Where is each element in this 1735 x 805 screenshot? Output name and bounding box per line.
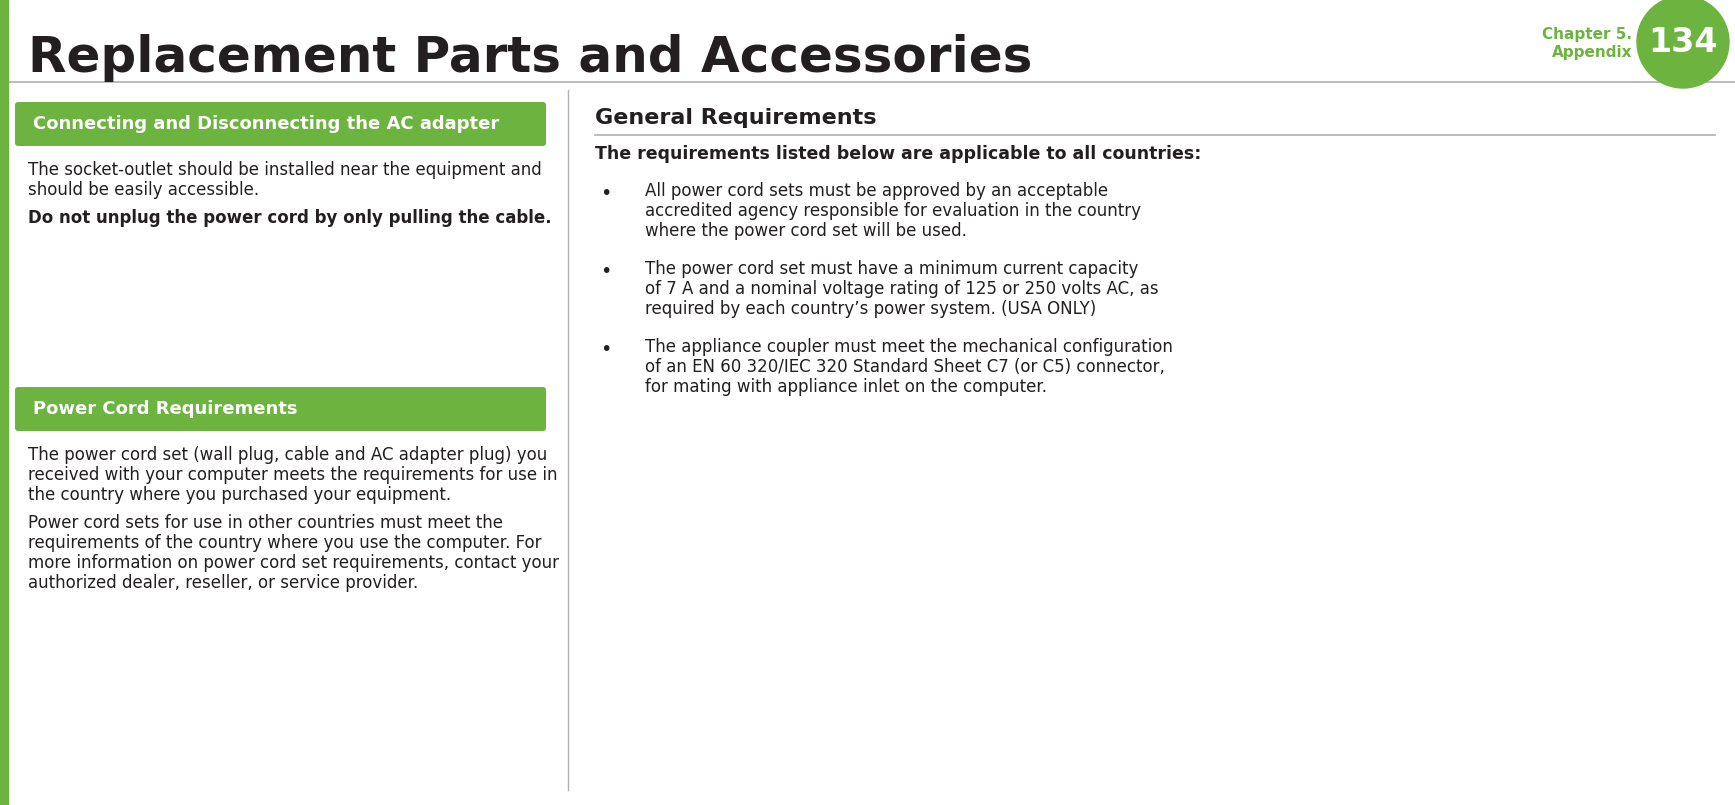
Text: Do not unplug the power cord by only pulling the cable.: Do not unplug the power cord by only pul… xyxy=(28,209,552,227)
Text: Connecting and Disconnecting the AC adapter: Connecting and Disconnecting the AC adap… xyxy=(33,115,500,133)
Text: The appliance coupler must meet the mechanical configuration: The appliance coupler must meet the mech… xyxy=(645,338,1173,356)
Text: The power cord set (wall plug, cable and AC adapter plug) you: The power cord set (wall plug, cable and… xyxy=(28,446,547,464)
FancyBboxPatch shape xyxy=(16,387,547,431)
Text: •: • xyxy=(600,262,611,281)
Text: Appendix: Appendix xyxy=(1551,44,1633,60)
Text: Power Cord Requirements: Power Cord Requirements xyxy=(33,400,297,418)
Text: of 7 A and a nominal voltage rating of 125 or 250 volts AC, as: of 7 A and a nominal voltage rating of 1… xyxy=(645,280,1159,298)
Text: authorized dealer, reseller, or service provider.: authorized dealer, reseller, or service … xyxy=(28,574,418,592)
Text: General Requirements: General Requirements xyxy=(595,108,876,128)
Text: requirements of the country where you use the computer. For: requirements of the country where you us… xyxy=(28,534,541,552)
Text: Chapter 5.: Chapter 5. xyxy=(1542,27,1633,43)
Text: •: • xyxy=(600,340,611,359)
FancyBboxPatch shape xyxy=(16,102,547,146)
Text: for mating with appliance inlet on the computer.: for mating with appliance inlet on the c… xyxy=(645,378,1046,396)
Text: 134: 134 xyxy=(1648,26,1718,59)
Text: required by each country’s power system. (USA ONLY): required by each country’s power system.… xyxy=(645,300,1097,318)
Text: The socket-outlet should be installed near the equipment and: The socket-outlet should be installed ne… xyxy=(28,161,541,179)
Text: The power cord set must have a minimum current capacity: The power cord set must have a minimum c… xyxy=(645,260,1138,278)
Text: should be easily accessible.: should be easily accessible. xyxy=(28,181,259,199)
Circle shape xyxy=(1638,0,1730,88)
Text: the country where you purchased your equipment.: the country where you purchased your equ… xyxy=(28,486,451,504)
Text: Replacement Parts and Accessories: Replacement Parts and Accessories xyxy=(28,34,1032,82)
Text: where the power cord set will be used.: where the power cord set will be used. xyxy=(645,222,966,240)
Text: All power cord sets must be approved by an acceptable: All power cord sets must be approved by … xyxy=(645,182,1109,200)
Text: The requirements listed below are applicable to all countries:: The requirements listed below are applic… xyxy=(595,145,1201,163)
Bar xyxy=(0,0,9,805)
Text: •: • xyxy=(600,184,611,203)
Text: more information on power cord set requirements, contact your: more information on power cord set requi… xyxy=(28,554,559,572)
Text: received with your computer meets the requirements for use in: received with your computer meets the re… xyxy=(28,466,557,484)
Text: accredited agency responsible for evaluation in the country: accredited agency responsible for evalua… xyxy=(645,202,1142,220)
Text: of an EN 60 320/IEC 320 Standard Sheet C7 (or C5) connector,: of an EN 60 320/IEC 320 Standard Sheet C… xyxy=(645,358,1164,376)
Text: Power cord sets for use in other countries must meet the: Power cord sets for use in other countri… xyxy=(28,514,503,532)
